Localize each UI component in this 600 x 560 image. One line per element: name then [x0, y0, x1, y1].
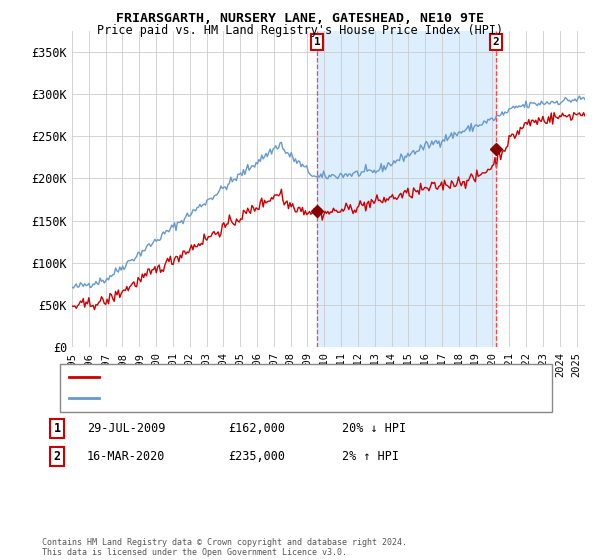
Text: Contains HM Land Registry data © Crown copyright and database right 2024.
This d: Contains HM Land Registry data © Crown c… [42, 538, 407, 557]
Text: FRIARSGARTH, NURSERY LANE, GATESHEAD, NE10 9TE: FRIARSGARTH, NURSERY LANE, GATESHEAD, NE… [116, 12, 484, 25]
Text: 2: 2 [53, 450, 61, 463]
Text: Price paid vs. HM Land Registry's House Price Index (HPI): Price paid vs. HM Land Registry's House … [97, 24, 503, 36]
Bar [317, 31, 496, 347]
Text: 1: 1 [53, 422, 61, 435]
Text: HPI: Average price, detached house, Gateshead: HPI: Average price, detached house, Gate… [105, 393, 386, 403]
Text: £162,000: £162,000 [228, 422, 285, 435]
Text: £235,000: £235,000 [228, 450, 285, 463]
Text: 2% ↑ HPI: 2% ↑ HPI [342, 450, 399, 463]
Text: FRIARSGARTH, NURSERY LANE, GATESHEAD, NE10 9TE (detached house): FRIARSGARTH, NURSERY LANE, GATESHEAD, NE… [105, 372, 499, 382]
Text: 29-JUL-2009: 29-JUL-2009 [87, 422, 166, 435]
Text: 2: 2 [493, 37, 499, 47]
Text: 20% ↓ HPI: 20% ↓ HPI [342, 422, 406, 435]
Text: 1: 1 [314, 37, 320, 47]
Text: 16-MAR-2020: 16-MAR-2020 [87, 450, 166, 463]
